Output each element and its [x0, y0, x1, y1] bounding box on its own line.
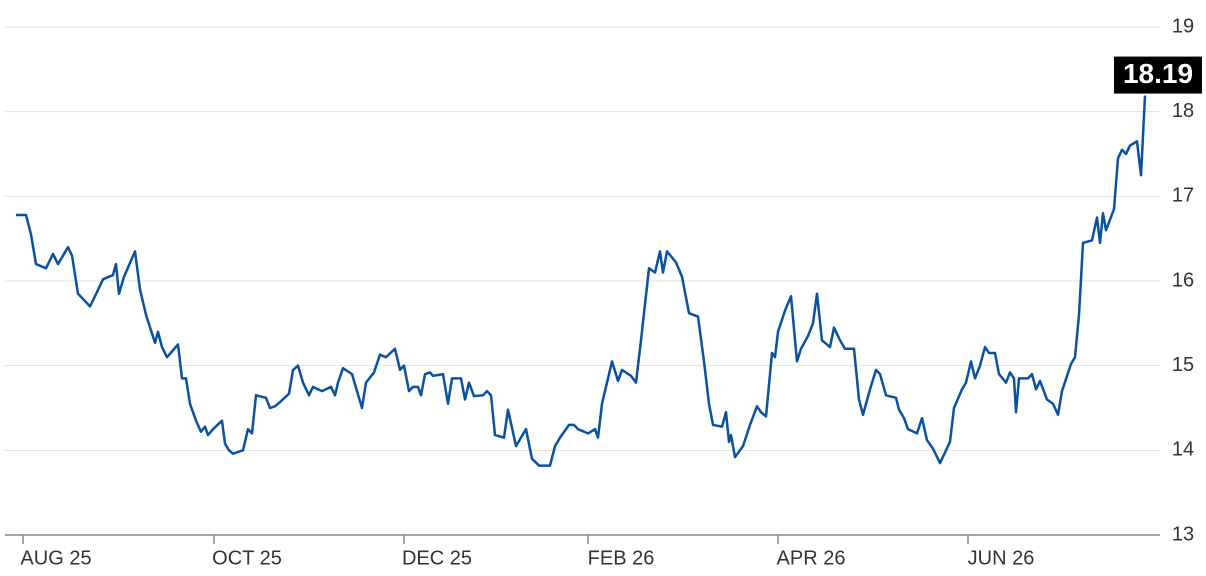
y-tick-label: 13: [1172, 523, 1194, 545]
last-value-label: 18.19: [1123, 58, 1193, 89]
x-tick-label: AUG 25: [20, 547, 91, 569]
y-tick-label: 15: [1172, 354, 1194, 376]
x-tick-label: JUN 26: [968, 547, 1035, 569]
y-tick-label: 18: [1172, 100, 1194, 122]
y-tick-label: 17: [1172, 185, 1194, 207]
price-line: [16, 95, 1147, 467]
x-tick-label: APR 26: [777, 547, 846, 569]
x-tick-label: OCT 25: [212, 547, 282, 569]
y-tick-label: 19: [1172, 15, 1194, 37]
y-tick-label: 14: [1172, 439, 1194, 461]
y-tick-label: 16: [1172, 269, 1194, 291]
x-tick-label: DEC 25: [402, 547, 472, 569]
last-value-box: [1114, 56, 1202, 94]
x-tick-label: FEB 26: [588, 547, 655, 569]
